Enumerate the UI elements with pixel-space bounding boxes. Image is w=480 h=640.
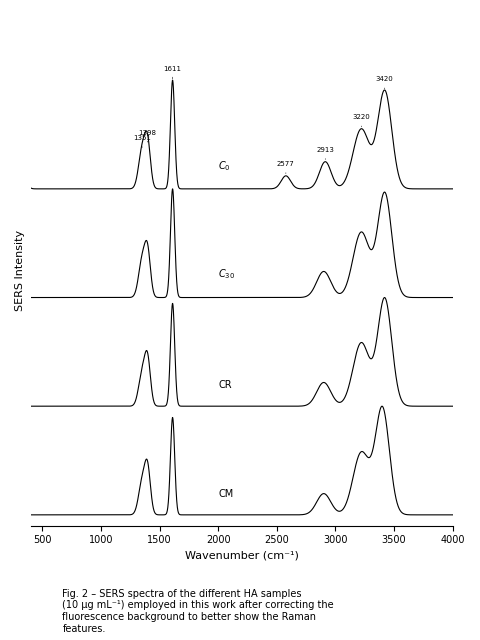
Text: Fig. 2 – SERS spectra of the different HA samples
(10 μg mL⁻¹) employed in this : Fig. 2 – SERS spectra of the different H… [62,589,334,634]
Text: 2577: 2577 [277,161,295,173]
Text: $C_{30}$: $C_{30}$ [218,268,235,281]
Text: CM: CM [218,488,233,499]
Text: 1611: 1611 [164,65,181,79]
Text: 330: 330 [0,639,1,640]
Text: 1398: 1398 [139,130,156,142]
Text: 3420: 3420 [376,76,394,89]
X-axis label: Wavenumber (cm⁻¹): Wavenumber (cm⁻¹) [185,551,299,561]
Text: CR: CR [218,380,232,390]
Text: 2913: 2913 [316,147,334,159]
Text: 1351: 1351 [133,135,151,148]
Text: $C_0$: $C_0$ [218,159,231,173]
Y-axis label: SERS Intensity: SERS Intensity [15,230,25,311]
Text: 3220: 3220 [352,115,370,127]
